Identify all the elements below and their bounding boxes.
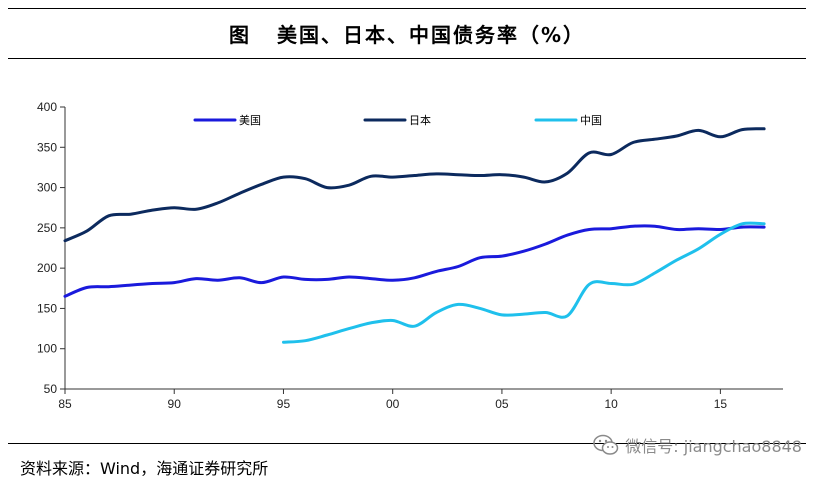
debt-ratio-line-chart: 50 100 150 200 250 300 350 400 85 90 95 00 05 10 15 美国 日…: [37, 100, 783, 411]
y-tick-label: 300: [37, 181, 57, 195]
legend-label: 美国: [239, 114, 261, 127]
source-note: 资料来源：Wind，海通证券研究所: [20, 459, 269, 478]
y-tick-label: 50: [44, 382, 58, 396]
series-line-日本: [63, 127, 766, 243]
x-tick-label: 15: [714, 397, 728, 411]
figure-title-text: 美国、日本、中国债务率（%）: [276, 23, 586, 47]
y-tick-label: 350: [37, 140, 57, 154]
y-tick-label: 200: [37, 261, 57, 275]
x-tick-label: 05: [495, 397, 509, 411]
x-tick-label: 85: [58, 397, 72, 411]
series-line-美国: [63, 224, 766, 298]
figure-label: 图: [228, 23, 251, 47]
x-tick-label: 00: [386, 397, 400, 411]
x-tick-label: 10: [604, 397, 618, 411]
x-tick-label: 95: [277, 397, 291, 411]
source-rule: [8, 443, 806, 444]
watermark: 微信号: jiangchao8848: [593, 433, 802, 457]
legend-label: 中国: [580, 114, 602, 127]
x-tick-label: 90: [168, 397, 182, 411]
y-tick-label: 250: [37, 221, 57, 235]
y-tick-label: 150: [37, 301, 57, 315]
chart-title: 图 美国、日本、中国债务率（%）: [0, 19, 814, 48]
series-line-中国: [282, 221, 766, 344]
wechat-icon: [593, 434, 619, 455]
title-bar: 图 美国、日本、中国债务率（%）: [0, 0, 814, 62]
y-tick-label: 400: [37, 100, 57, 114]
watermark-text: 微信号: jiangchao8848: [625, 437, 802, 456]
y-tick-label: 100: [37, 342, 57, 356]
legend-label: 日本: [409, 113, 431, 127]
title-rule-top: [8, 8, 806, 9]
title-rule-bottom: [8, 58, 806, 59]
